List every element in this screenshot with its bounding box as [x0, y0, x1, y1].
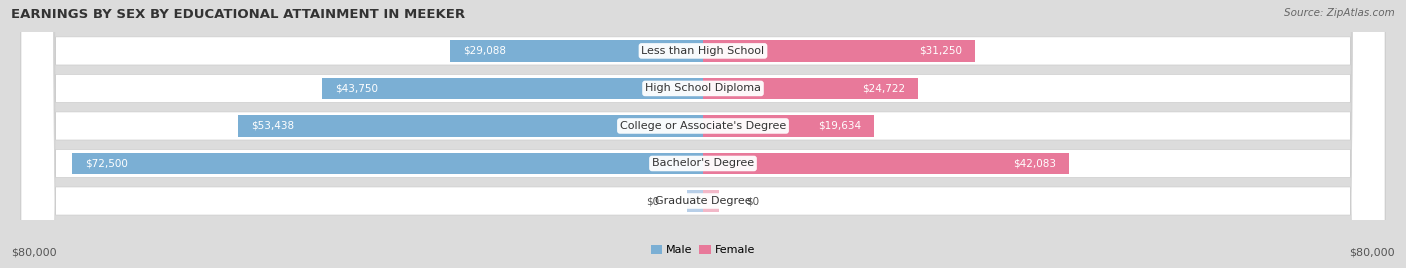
Text: $80,000: $80,000 — [11, 247, 56, 257]
Text: $80,000: $80,000 — [1350, 247, 1395, 257]
Text: $72,500: $72,500 — [86, 158, 128, 169]
Text: Bachelor's Degree: Bachelor's Degree — [652, 158, 754, 169]
FancyBboxPatch shape — [21, 0, 1385, 268]
FancyBboxPatch shape — [21, 0, 1385, 268]
Legend: Male, Female: Male, Female — [647, 241, 759, 260]
Text: $31,250: $31,250 — [918, 46, 962, 56]
FancyBboxPatch shape — [21, 0, 1385, 268]
Text: Graduate Degree: Graduate Degree — [655, 196, 751, 206]
Text: Source: ZipAtlas.com: Source: ZipAtlas.com — [1284, 8, 1395, 18]
Bar — [72, 152, 703, 174]
Text: High School Diploma: High School Diploma — [645, 83, 761, 94]
Bar — [703, 115, 873, 137]
Bar — [703, 40, 974, 62]
Text: EARNINGS BY SEX BY EDUCATIONAL ATTAINMENT IN MEEKER: EARNINGS BY SEX BY EDUCATIONAL ATTAINMEN… — [11, 8, 465, 21]
Text: $24,722: $24,722 — [862, 83, 905, 94]
Bar — [703, 190, 718, 212]
Bar — [238, 115, 703, 137]
Text: $29,088: $29,088 — [463, 46, 506, 56]
Text: Less than High School: Less than High School — [641, 46, 765, 56]
Bar — [703, 77, 918, 99]
Text: $19,634: $19,634 — [818, 121, 860, 131]
Bar — [322, 77, 703, 99]
Text: $0: $0 — [747, 196, 759, 206]
Text: $53,438: $53,438 — [252, 121, 294, 131]
Text: College or Associate's Degree: College or Associate's Degree — [620, 121, 786, 131]
Bar — [703, 152, 1069, 174]
FancyBboxPatch shape — [21, 0, 1385, 268]
Bar — [450, 40, 703, 62]
Text: $0: $0 — [647, 196, 659, 206]
Text: $42,083: $42,083 — [1014, 158, 1056, 169]
Text: $43,750: $43,750 — [336, 83, 378, 94]
FancyBboxPatch shape — [21, 0, 1385, 268]
Bar — [688, 190, 703, 212]
